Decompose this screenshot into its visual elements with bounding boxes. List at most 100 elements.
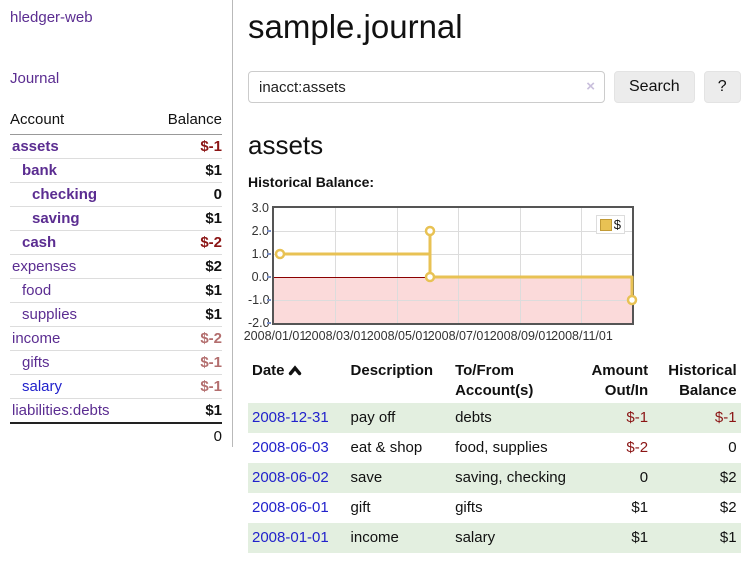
gridline: [335, 208, 336, 323]
transaction-description: save: [350, 469, 383, 486]
clear-search-icon[interactable]: ×: [586, 78, 595, 95]
transaction-date-link[interactable]: 2008-06-02: [252, 469, 329, 486]
transaction-amount: $-2: [626, 439, 649, 456]
account-link-assets[interactable]: assets: [12, 138, 59, 155]
account-link-food[interactable]: food: [22, 282, 52, 299]
column-header-label: To/From: [455, 362, 514, 379]
transaction-date-link[interactable]: 2008-01-01: [252, 529, 329, 546]
account-row-gifts: gifts $-1: [10, 350, 222, 375]
accounts-header-balance: Balance: [147, 108, 222, 135]
account-heading: assets: [248, 130, 324, 160]
account-link-supplies[interactable]: supplies: [22, 306, 78, 323]
account-balance: $1: [147, 206, 222, 231]
column-header-balance: Historical Balance: [652, 359, 741, 403]
transaction-row: 2008-06-01 gift gifts $1 $2: [248, 493, 741, 523]
account-balance: $-1: [147, 350, 222, 375]
transaction-description: gift: [350, 499, 371, 516]
transaction-row: 2008-12-31 pay off debts $-1 $-1: [248, 403, 741, 433]
transaction-balance: $1: [719, 529, 737, 546]
accounts-total-row: 0: [10, 422, 222, 448]
help-button[interactable]: ?: [703, 71, 741, 103]
transaction-date-link[interactable]: 2008-06-03: [252, 439, 329, 456]
x-tick-label: 2008/03/01: [304, 329, 368, 343]
transaction-accounts: salary: [455, 529, 496, 546]
gridline: [274, 300, 632, 301]
x-tick-label: 2008/05/01: [366, 329, 430, 343]
transaction-accounts: gifts: [455, 499, 483, 516]
account-link-checking[interactable]: checking: [32, 186, 98, 203]
accounts-header-account: Account: [10, 108, 148, 135]
transaction-accounts: saving, checking: [455, 469, 566, 486]
data-point[interactable]: [424, 225, 436, 237]
column-header-label: Account(s): [455, 382, 534, 399]
transaction-balance: 0: [728, 439, 737, 456]
legend-swatch: [599, 218, 612, 231]
x-tick-label: 2008/07/01: [427, 329, 491, 343]
gridline: [274, 231, 632, 232]
legend-label: $: [613, 217, 621, 232]
column-header-date[interactable]: Date: [248, 359, 347, 403]
transaction-description: pay off: [350, 409, 396, 426]
accounts-table-header: Account Balance: [10, 108, 222, 135]
account-row-checking: checking 0: [10, 182, 222, 207]
column-header-label: Historical: [668, 362, 737, 379]
search-input-wrap: ×: [248, 71, 605, 103]
x-tick-label: 2008/09/01: [489, 329, 553, 343]
account-balance: $1: [147, 158, 222, 183]
account-balance: 0: [147, 182, 222, 207]
nav-journal-link[interactable]: Journal: [10, 70, 60, 87]
account-row-salary: salary $-1: [10, 374, 222, 399]
y-tick-label: -1.0: [248, 293, 270, 307]
y-tick-label: 3.0: [251, 201, 269, 215]
account-link-saving[interactable]: saving: [32, 210, 80, 227]
app: hledger-web Journal Account Balance asse…: [0, 0, 742, 553]
account-link-salary[interactable]: salary: [22, 378, 63, 395]
data-point[interactable]: [274, 248, 286, 260]
transaction-description: income: [350, 529, 399, 546]
sidebar: hledger-web Journal Account Balance asse…: [0, 0, 233, 448]
brand-link[interactable]: hledger-web: [10, 9, 93, 26]
sort-asc-icon: [288, 362, 302, 382]
x-tick-label: 2008/11/01: [551, 329, 613, 343]
accounts-table: Account Balance assets $-1 bank $1 check…: [10, 108, 222, 448]
column-header-date-label: Date: [252, 362, 285, 379]
plot-area: $: [272, 206, 638, 325]
gridline: [520, 208, 521, 323]
transactions-table: Date Description To/From Account(s) Amoun…: [248, 359, 741, 553]
transaction-date-link[interactable]: 2008-06-01: [252, 499, 329, 516]
y-axis-tick: [267, 230, 271, 232]
account-row-food: food $1: [10, 278, 222, 303]
column-header-description: Description: [347, 359, 452, 403]
transaction-accounts: debts: [455, 409, 492, 426]
y-axis-tick: [267, 299, 271, 301]
account-balance: $2: [147, 254, 222, 279]
account-balance: $-1: [147, 374, 222, 399]
column-header-amount: Amount Out/In: [580, 359, 652, 403]
transaction-balance: $-1: [714, 409, 737, 426]
account-link-cash[interactable]: cash: [22, 234, 57, 251]
account-row-cash: cash $-2: [10, 230, 222, 255]
y-tick-label: 1.0: [251, 247, 269, 261]
column-header-accounts: To/From Account(s): [451, 359, 580, 403]
y-axis-tick: [267, 253, 271, 255]
account-link-income[interactable]: income: [12, 330, 61, 347]
account-link-bank[interactable]: bank: [22, 162, 58, 179]
account-link-gifts[interactable]: gifts: [22, 354, 50, 371]
y-tick-label: -2.0: [248, 316, 270, 330]
y-tick-label: 2.0: [251, 224, 269, 238]
gridline: [274, 254, 632, 255]
data-point[interactable]: [626, 294, 638, 306]
account-balance: $-2: [147, 230, 222, 255]
transaction-date-link[interactable]: 2008-12-31: [252, 409, 329, 426]
transaction-amount: $1: [631, 499, 649, 516]
search-input[interactable]: [248, 71, 605, 103]
transaction-description: eat & shop: [350, 439, 423, 456]
sidebar-nav: Journal: [10, 70, 222, 87]
main-panel: sample.journal × Search ? assets Histori…: [233, 0, 742, 553]
account-link-liabilities-debts[interactable]: liabilities:debts: [12, 402, 110, 419]
account-link-expenses[interactable]: expenses: [12, 258, 77, 275]
transaction-amount: $-1: [626, 409, 649, 426]
search-bar: × Search ?: [248, 71, 741, 103]
data-point[interactable]: [424, 271, 436, 283]
search-button[interactable]: Search: [614, 71, 695, 103]
